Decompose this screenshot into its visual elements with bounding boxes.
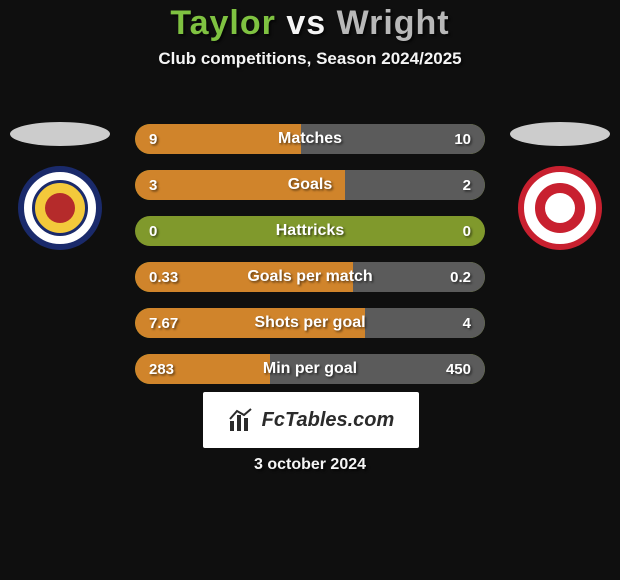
stat-label: Shots per goal <box>135 308 485 338</box>
right-value: 10 <box>454 124 471 154</box>
crest-core <box>45 193 75 223</box>
stat-row: 9Matches10 <box>135 124 485 154</box>
stat-label: Matches <box>135 124 485 154</box>
stat-row: 283Min per goal450 <box>135 354 485 384</box>
crest-inner <box>32 180 88 236</box>
comparison-card: Taylor vs Wright Club competitions, Seas… <box>0 0 620 580</box>
page-title: Taylor vs Wright <box>0 0 620 43</box>
title-left-player: Taylor <box>170 4 276 42</box>
generated-date: 3 october 2024 <box>0 456 620 474</box>
stat-label: Min per goal <box>135 354 485 384</box>
left-player-silhouette <box>10 122 110 146</box>
title-vs: vs <box>286 4 326 42</box>
stat-label: Hattricks <box>135 216 485 246</box>
title-right-player: Wright <box>337 4 450 42</box>
right-value: 0 <box>463 216 471 246</box>
stat-row: 0.33Goals per match0.2 <box>135 262 485 292</box>
right-player-silhouette <box>510 122 610 146</box>
right-value: 0.2 <box>450 262 471 292</box>
watermark-icon <box>228 407 254 433</box>
watermark-text: FcTables.com <box>262 409 395 432</box>
right-value: 4 <box>463 308 471 338</box>
stat-row: 0Hattricks0 <box>135 216 485 246</box>
stat-row: 3Goals2 <box>135 170 485 200</box>
crest-inner <box>532 180 588 236</box>
left-club-crest <box>18 166 102 250</box>
subtitle: Club competitions, Season 2024/2025 <box>0 49 620 69</box>
left-player-block <box>10 122 110 250</box>
right-value: 450 <box>446 354 471 384</box>
stat-row: 7.67Shots per goal4 <box>135 308 485 338</box>
crest-core <box>545 193 575 223</box>
right-player-block <box>510 122 610 250</box>
stat-rows: 9Matches10 3Goals2 0Hattricks0 0.33Goals pe… <box>135 124 485 400</box>
stat-label: Goals <box>135 170 485 200</box>
right-club-crest <box>518 166 602 250</box>
watermark-badge: FcTables.com <box>203 392 419 448</box>
stat-label: Goals per match <box>135 262 485 292</box>
right-value: 2 <box>463 170 471 200</box>
